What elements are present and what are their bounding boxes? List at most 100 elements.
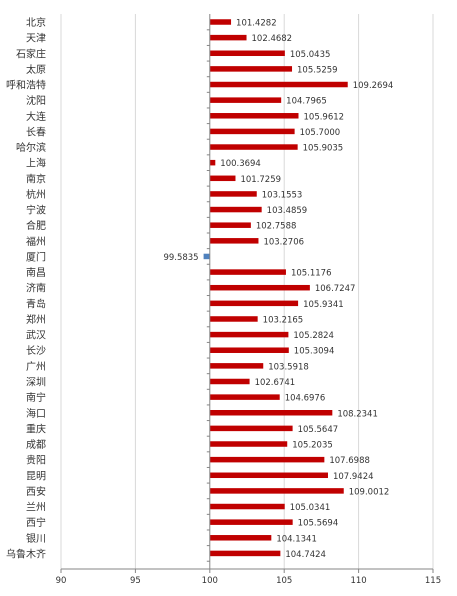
category-label: 武汉 <box>26 329 46 342</box>
bar <box>209 97 282 103</box>
category-label: 哈尔滨 <box>16 141 46 154</box>
category-label: 大连 <box>26 110 46 123</box>
category-label: 西宁 <box>26 516 46 529</box>
data-label: 105.5259 <box>297 65 338 75</box>
data-label: 109.0012 <box>349 487 390 497</box>
data-label: 105.9035 <box>303 144 344 154</box>
bar <box>209 284 310 291</box>
category-label: 重庆 <box>26 422 46 435</box>
category-label: 厦门 <box>26 250 46 263</box>
data-label: 101.4282 <box>236 19 277 29</box>
category-label: 天津 <box>26 33 46 45</box>
bar <box>209 238 259 244</box>
bar <box>209 331 289 338</box>
data-label: 100.3694 <box>220 159 261 169</box>
data-label: 105.5647 <box>298 425 339 435</box>
x-tick-label: 90 <box>56 576 67 586</box>
category-label: 长春 <box>26 126 46 138</box>
x-tick-label: 110 <box>350 576 366 586</box>
category-label: 银川 <box>26 532 46 545</box>
category-label: 昆明 <box>26 470 46 482</box>
category-label: 西安 <box>26 485 46 498</box>
bar <box>209 128 295 135</box>
data-label: 101.7259 <box>240 175 281 185</box>
bar <box>209 503 285 510</box>
category-label: 兰州 <box>26 501 46 514</box>
bar <box>209 472 328 479</box>
bar <box>209 222 251 228</box>
bar <box>209 394 280 400</box>
category-label: 上海 <box>26 157 46 170</box>
data-label: 104.1341 <box>276 534 317 544</box>
data-label: 102.4682 <box>252 34 293 44</box>
category-label: 青岛 <box>26 297 46 310</box>
bar <box>209 535 272 541</box>
data-label: 105.1176 <box>291 269 332 279</box>
category-label: 深圳 <box>26 376 46 388</box>
category-label: 福州 <box>26 235 46 248</box>
x-tick-label: 100 <box>202 576 218 586</box>
category-label: 济南 <box>26 282 46 295</box>
data-label: 109.2694 <box>353 81 394 91</box>
axes <box>60 14 434 573</box>
data-label: 105.7000 <box>300 128 341 138</box>
bar <box>209 300 299 307</box>
category-label: 北京 <box>26 16 46 29</box>
data-label: 103.2165 <box>263 315 304 325</box>
category-label: 杭州 <box>26 188 46 201</box>
category-label: 南昌 <box>26 266 46 279</box>
category-label: 乌鲁木齐 <box>6 547 46 560</box>
category-label: 宁波 <box>26 204 46 217</box>
data-label: 105.0341 <box>290 503 331 513</box>
bar <box>209 191 257 197</box>
bar <box>209 50 285 57</box>
bar <box>209 550 281 557</box>
labels: 90 95 100 105 110 115 北京 101.4282 天津 102.4682 石家庄 1… <box>6 16 441 586</box>
data-label: 104.7965 <box>286 97 327 107</box>
data-label: 107.9424 <box>333 472 374 482</box>
bar <box>209 378 250 385</box>
bar <box>209 441 288 447</box>
bar <box>209 519 293 525</box>
category-label: 沈阳 <box>26 94 46 107</box>
category-label: 郑州 <box>26 313 46 326</box>
category-label: 太原 <box>26 63 46 76</box>
category-label: 长沙 <box>26 345 46 357</box>
x-tick-label: 95 <box>130 576 141 586</box>
data-label: 105.3094 <box>294 347 335 357</box>
data-label: 105.5694 <box>298 519 339 529</box>
bar <box>209 175 236 182</box>
category-label: 广州 <box>26 361 46 373</box>
bar <box>209 363 264 369</box>
x-tick-label: 105 <box>276 576 292 586</box>
bar <box>209 19 232 25</box>
data-label: 99.5835 <box>163 253 198 263</box>
data-label: 104.7424 <box>285 550 326 560</box>
category-label: 石家庄 <box>16 47 46 60</box>
category-label: 贵阳 <box>26 454 46 467</box>
data-label: 108.2341 <box>337 409 378 419</box>
bar <box>209 34 247 41</box>
bar <box>209 81 348 88</box>
gridlines <box>60 14 434 569</box>
bar <box>209 456 325 463</box>
category-label: 南宁 <box>26 391 46 404</box>
data-label: 105.9341 <box>303 300 344 310</box>
x-tick-label: 115 <box>425 576 441 586</box>
data-label: 105.0435 <box>290 50 331 60</box>
category-label: 成都 <box>26 439 46 451</box>
bar <box>209 159 216 166</box>
category-label: 海口 <box>26 407 46 420</box>
bar <box>203 253 210 260</box>
bar <box>209 144 298 150</box>
bar <box>209 269 286 275</box>
bar <box>209 410 333 416</box>
bar <box>209 66 293 72</box>
data-label: 105.2824 <box>293 331 334 341</box>
category-label: 南京 <box>26 172 46 185</box>
bar <box>209 488 344 494</box>
data-label: 102.6741 <box>255 378 296 388</box>
data-label: 103.1553 <box>262 190 303 200</box>
data-label: 103.5918 <box>268 362 309 372</box>
